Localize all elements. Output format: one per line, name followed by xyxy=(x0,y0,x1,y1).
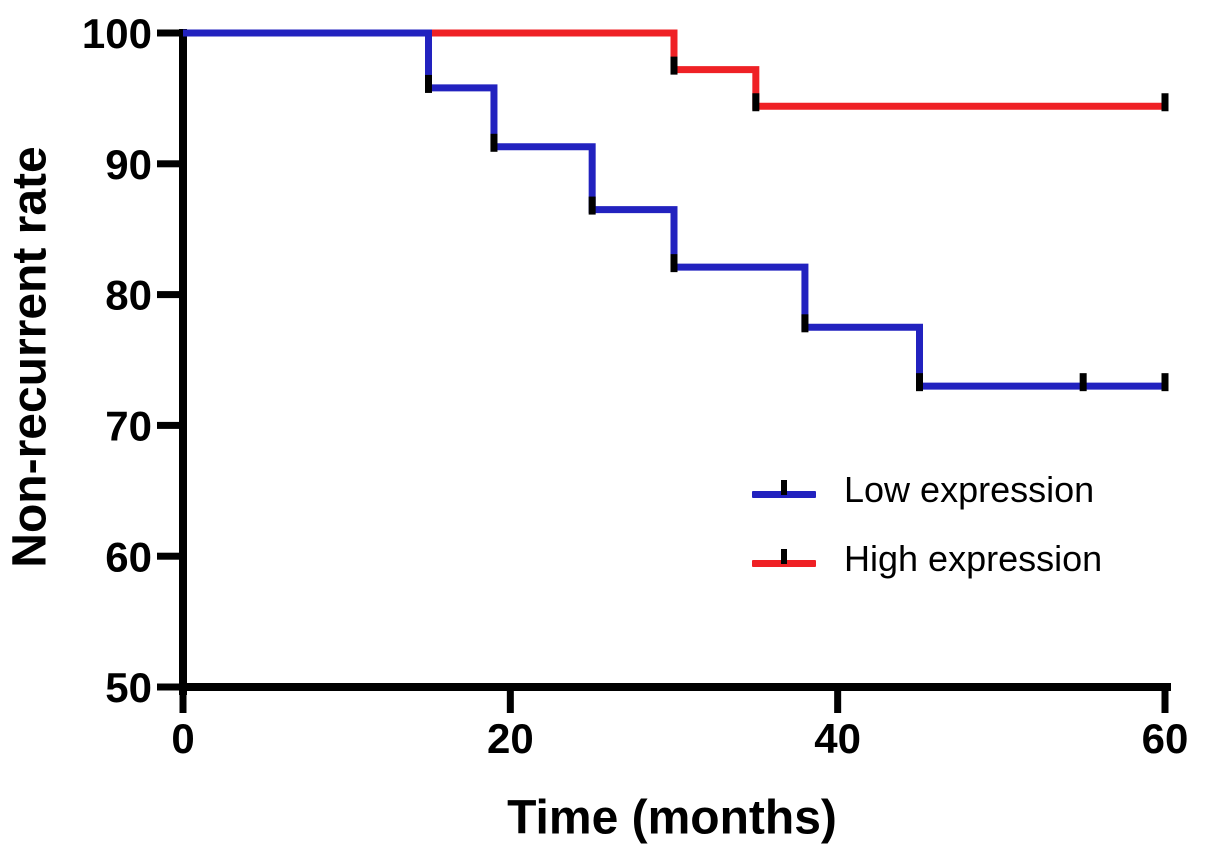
y-tick xyxy=(157,160,179,168)
y-tick-label: 60 xyxy=(105,533,152,580)
legend: Low expression High expression xyxy=(752,469,1103,579)
censor-tick-low-expression xyxy=(425,74,432,93)
censor-tick-low-expression xyxy=(1079,373,1087,392)
censor-tick-low-expression xyxy=(1161,373,1169,392)
x-axis-line xyxy=(179,683,1171,691)
censor-tick-low-expression xyxy=(801,314,809,333)
censor-tick-low-expression xyxy=(490,133,498,152)
x-tick xyxy=(1161,691,1169,713)
x-tick xyxy=(834,691,842,713)
y-tick-label: 80 xyxy=(105,272,152,319)
censor-tick-low-expression xyxy=(588,196,596,215)
censor-tick-high-expression xyxy=(670,56,678,75)
y-tick-label: 100 xyxy=(82,10,152,57)
x-tick-label: 20 xyxy=(487,715,534,762)
censor-tick-low-expression xyxy=(916,373,923,392)
censor-tick-low-expression xyxy=(670,254,678,273)
legend-label-high-expression: High expression xyxy=(844,538,1103,579)
y-tick xyxy=(157,29,179,37)
x-tick-label: 60 xyxy=(1142,715,1189,762)
series-line-low-expression xyxy=(183,29,1165,390)
x-tick xyxy=(179,691,187,713)
legend-item-high-expression: High expression xyxy=(752,538,1103,579)
legend-item-low-expression: Low expression xyxy=(752,469,1102,510)
legend-swatch-low-expression xyxy=(752,477,816,503)
censor-tick-icon xyxy=(781,480,787,495)
legend-swatch-high-expression xyxy=(752,546,816,572)
y-axis-title: Non-recurrent rate xyxy=(3,146,57,568)
y-tick-label: 70 xyxy=(105,403,152,450)
x-tick-label: 40 xyxy=(814,715,861,762)
y-tick xyxy=(157,552,179,560)
y-axis-line xyxy=(179,29,187,695)
censor-tick-high-expression xyxy=(1161,93,1169,112)
y-tick xyxy=(157,421,179,429)
x-axis-title: Time (months) xyxy=(507,791,837,845)
series-line-high-expression xyxy=(183,29,1165,110)
x-tick xyxy=(506,691,514,713)
legend-label-low-expression: Low expression xyxy=(844,469,1095,510)
y-tick-label: 50 xyxy=(105,664,152,711)
y-tick-label: 90 xyxy=(105,141,152,188)
censor-tick-icon xyxy=(781,549,787,564)
y-tick xyxy=(157,683,179,691)
x-tick-label: 0 xyxy=(171,715,194,762)
y-tick xyxy=(157,291,179,299)
censor-tick-high-expression xyxy=(752,93,760,112)
